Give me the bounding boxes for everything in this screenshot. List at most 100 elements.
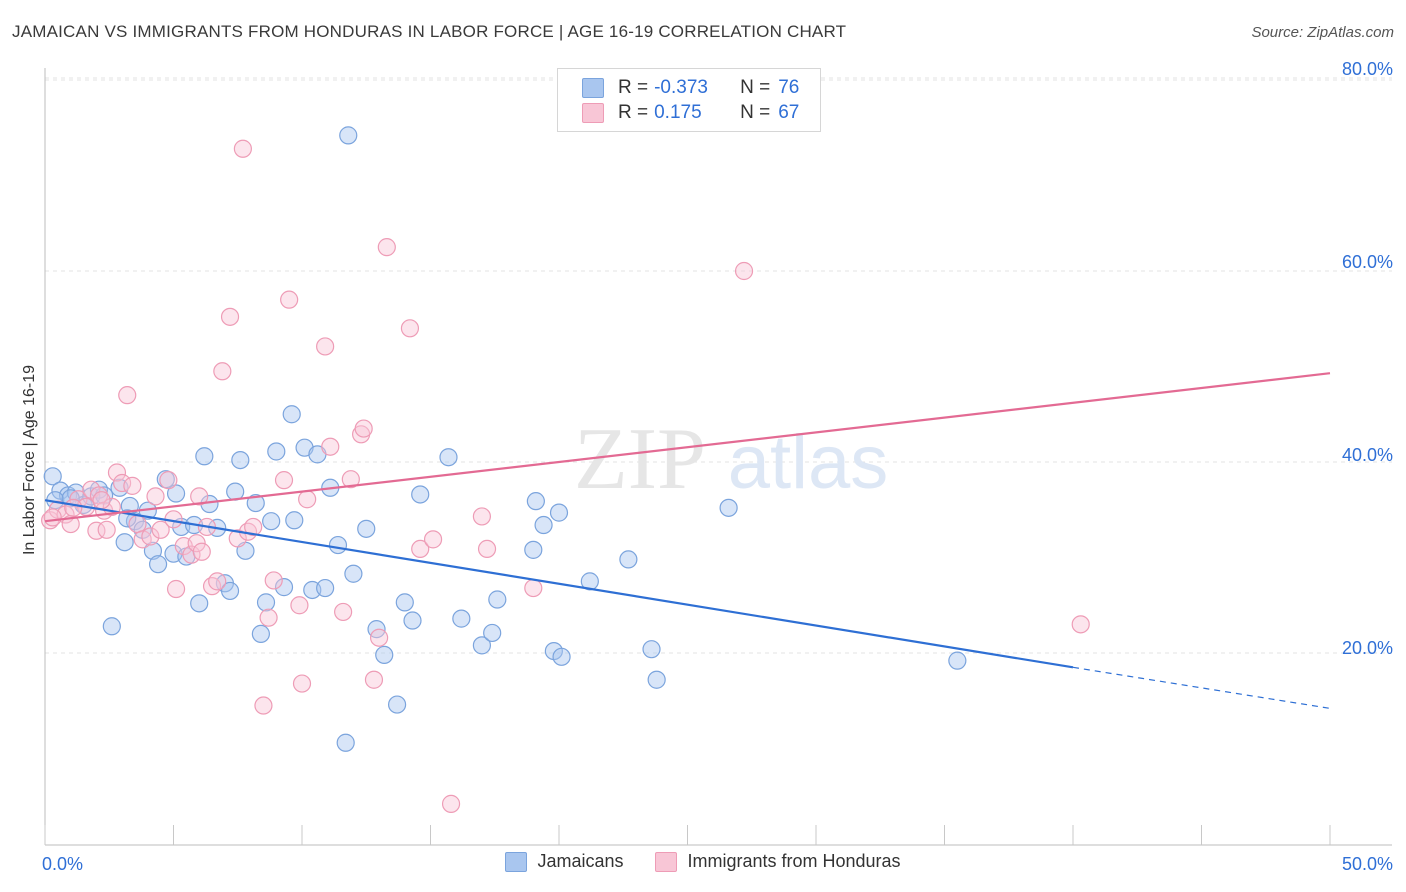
jamaicans-point bbox=[316, 578, 335, 598]
legend-n-value: 76 bbox=[778, 77, 800, 98]
honduras-point bbox=[441, 794, 461, 813]
honduras-point bbox=[118, 386, 137, 405]
honduras-point bbox=[298, 490, 317, 509]
jamaicans-point bbox=[488, 590, 507, 609]
jamaicans-point bbox=[483, 623, 502, 643]
jamaicans-point bbox=[642, 640, 661, 659]
honduras-point bbox=[151, 520, 170, 539]
honduras-point bbox=[400, 319, 420, 338]
honduras-point bbox=[341, 470, 360, 489]
honduras-point bbox=[292, 674, 312, 693]
honduras-point bbox=[354, 419, 373, 438]
honduras-point bbox=[370, 628, 389, 647]
legend-n-label: N = bbox=[740, 102, 771, 123]
honduras-point bbox=[146, 487, 165, 506]
jamaicans-point bbox=[267, 442, 286, 461]
honduras-point bbox=[423, 530, 443, 549]
jamaicans-point bbox=[231, 450, 250, 470]
jamaicans-point bbox=[262, 512, 281, 531]
source-label: Source: ZipAtlas.com bbox=[1251, 24, 1394, 41]
honduras-point bbox=[92, 491, 111, 510]
jamaicans-trendline-extension bbox=[1072, 666, 1331, 709]
y-tick-label: 20.0% bbox=[1342, 638, 1393, 658]
legend-label-honduras: Immigrants from Honduras bbox=[687, 851, 901, 871]
honduras-point bbox=[166, 579, 186, 599]
legend-n-value: 67 bbox=[778, 102, 800, 123]
jamaicans-point bbox=[647, 670, 666, 689]
honduras-trendline bbox=[44, 372, 1331, 523]
legend-r-label: R = bbox=[618, 102, 649, 123]
jamaicans-point bbox=[452, 609, 471, 628]
jamaicans-point bbox=[549, 503, 569, 522]
jamaicans-point bbox=[251, 624, 270, 644]
y-tick-label: 60.0% bbox=[1342, 252, 1393, 272]
jamaicans-point bbox=[526, 492, 545, 511]
honduras-point bbox=[69, 490, 88, 509]
honduras-point bbox=[254, 696, 273, 715]
jamaicans-point bbox=[43, 467, 62, 486]
y-tick-label: 40.0% bbox=[1342, 445, 1393, 465]
honduras-point bbox=[244, 517, 263, 537]
honduras-point bbox=[228, 529, 247, 548]
jamaicans-point bbox=[719, 498, 738, 517]
jamaicans-point bbox=[256, 593, 276, 612]
honduras-point bbox=[208, 572, 227, 591]
watermark-zip: ZIP bbox=[574, 411, 706, 508]
jamaicans-point bbox=[285, 511, 304, 530]
legend-row-jamaicans: R = -0.373 N = 76 bbox=[582, 76, 799, 100]
honduras-point bbox=[472, 507, 491, 526]
honduras-point bbox=[377, 238, 396, 257]
honduras-point bbox=[187, 534, 206, 553]
chart-title: JAMAICAN VS IMMIGRANTS FROM HONDURAS IN … bbox=[12, 22, 847, 41]
honduras-point bbox=[97, 520, 116, 539]
honduras-point bbox=[274, 471, 294, 490]
honduras-point bbox=[316, 337, 335, 356]
jamaicans-point bbox=[274, 578, 294, 597]
jamaicans-point bbox=[195, 447, 214, 466]
honduras-point bbox=[477, 539, 497, 559]
honduras-point bbox=[734, 261, 754, 281]
legend-swatch-honduras bbox=[582, 103, 604, 123]
jamaicans-point bbox=[190, 594, 209, 613]
jamaicans-point bbox=[339, 126, 358, 145]
correlation-legend: R = -0.373 N = 76 R = 0.175 N = 67 bbox=[557, 68, 821, 132]
honduras-point bbox=[264, 571, 283, 590]
legend-n-label: N = bbox=[740, 77, 771, 98]
jamaicans-point bbox=[395, 593, 414, 612]
honduras-point bbox=[112, 473, 132, 493]
x-tick-label: 0.0% bbox=[42, 854, 83, 874]
honduras-point bbox=[128, 514, 147, 534]
jamaicans-point bbox=[387, 695, 407, 714]
honduras-point bbox=[524, 578, 543, 598]
honduras-point bbox=[213, 362, 232, 381]
x-tick-label: 50.0% bbox=[1342, 854, 1393, 874]
honduras-point bbox=[411, 539, 430, 559]
honduras-point bbox=[190, 487, 209, 506]
jamaicans-point bbox=[403, 611, 422, 630]
honduras-point bbox=[141, 527, 160, 546]
jamaicans-point bbox=[619, 550, 638, 569]
honduras-point bbox=[220, 307, 240, 326]
honduras-point bbox=[123, 476, 142, 495]
legend-row-honduras: R = 0.175 N = 67 bbox=[582, 101, 799, 125]
honduras-point bbox=[43, 508, 62, 527]
jamaicans-point bbox=[115, 533, 134, 552]
jamaicans-trendline bbox=[44, 499, 1074, 669]
legend-swatch-jamaicans bbox=[582, 78, 604, 98]
jamaicans-point bbox=[375, 645, 394, 665]
legend-item-honduras: Immigrants from Honduras bbox=[655, 851, 901, 872]
jamaicans-point bbox=[411, 485, 430, 504]
jamaicans-point bbox=[336, 733, 355, 752]
jamaicans-point bbox=[89, 480, 109, 499]
legend-swatch-jamaicans bbox=[505, 851, 528, 872]
jamaicans-point bbox=[439, 448, 458, 467]
legend-r-value: -0.373 bbox=[654, 77, 708, 98]
legend-label-jamaicans: Jamaicans bbox=[537, 851, 624, 871]
jamaicans-point bbox=[534, 515, 553, 535]
y-tick-label: 80.0% bbox=[1342, 59, 1393, 79]
jamaicans-point bbox=[102, 617, 121, 636]
legend-r-label: R = bbox=[618, 77, 649, 98]
honduras-point bbox=[64, 498, 83, 517]
jamaicans-point bbox=[328, 535, 348, 555]
